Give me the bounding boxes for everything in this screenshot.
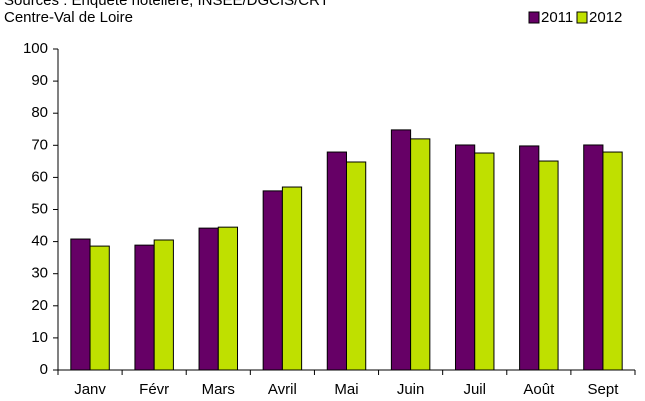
y-tick-label: 90 — [31, 72, 48, 89]
x-tick-label: Mai — [334, 381, 358, 398]
bar — [346, 161, 367, 371]
bar — [454, 144, 476, 371]
y-tick-label: 40 — [31, 233, 48, 250]
x-tick-label: Févr — [139, 381, 169, 398]
x-tick-label: Avril — [268, 381, 297, 398]
y-tick-label: 70 — [31, 136, 48, 153]
bar — [326, 151, 347, 371]
bar — [602, 151, 623, 371]
y-tick-label: 80 — [31, 104, 48, 121]
y-tick-label: 60 — [31, 168, 48, 185]
x-tick-label: Janv — [74, 381, 106, 398]
y-tick-label: 20 — [31, 297, 48, 314]
x-tick-label: Juil — [463, 381, 486, 398]
y-tick-label: 10 — [31, 329, 48, 346]
chart-subtitle: Centre-Val de Loire — [4, 9, 133, 26]
x-tick-label: Août — [523, 381, 555, 398]
bar — [281, 186, 303, 371]
chart-title: Sources : Enquête hôtelière, INSEE/DGCIS… — [4, 0, 329, 9]
bar — [474, 152, 495, 371]
bar — [538, 160, 559, 371]
y-tick-label: 0 — [40, 361, 48, 378]
x-tick-label: Juin — [397, 381, 425, 398]
bar — [583, 144, 604, 371]
bar — [153, 239, 174, 371]
legend-swatch — [528, 11, 540, 24]
bar — [89, 245, 110, 371]
y-tick-label: 30 — [31, 265, 48, 282]
bar — [198, 227, 219, 371]
bar — [410, 138, 431, 371]
legend-swatch — [576, 11, 588, 24]
x-tick-label: Mars — [202, 381, 235, 398]
bar — [70, 238, 91, 371]
legend-label: 2011 — [541, 9, 573, 26]
bar — [519, 145, 540, 371]
bar — [134, 244, 155, 371]
legend-label: 2012 — [589, 9, 622, 26]
y-tick-label: 50 — [31, 200, 48, 217]
x-tick-label: Sept — [588, 381, 620, 398]
bar — [390, 129, 412, 371]
y-tick-label: 100 — [23, 40, 48, 57]
bar — [262, 190, 283, 371]
bar — [217, 226, 239, 371]
